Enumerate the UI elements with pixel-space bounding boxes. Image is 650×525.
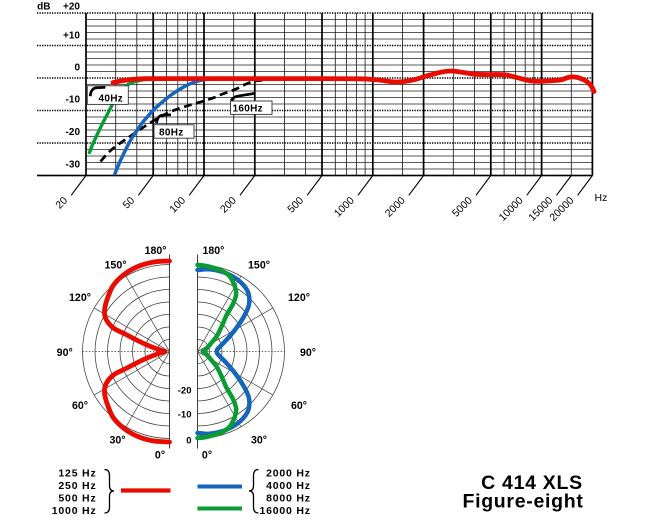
svg-text:90°: 90° — [57, 347, 73, 359]
svg-text:2000 Hz: 2000 Hz — [266, 468, 311, 480]
svg-text:-20: -20 — [66, 127, 81, 138]
svg-text:dB: dB — [37, 2, 50, 13]
svg-text:-20: -20 — [178, 386, 192, 397]
svg-text:125 Hz: 125 Hz — [58, 468, 96, 480]
svg-text:160Hz: 160Hz — [233, 104, 263, 115]
svg-text:1000 Hz: 1000 Hz — [52, 505, 97, 517]
svg-text:-30: -30 — [66, 160, 81, 171]
svg-text:8000 Hz: 8000 Hz — [266, 493, 311, 505]
svg-text:-10: -10 — [66, 95, 81, 106]
svg-text:90°: 90° — [300, 347, 316, 359]
svg-text:C 414 XLS: C 414 XLS — [481, 472, 583, 494]
svg-text:30°: 30° — [251, 435, 267, 447]
svg-text:120°: 120° — [69, 292, 91, 304]
svg-text:Hz: Hz — [595, 192, 608, 204]
svg-text:180°: 180° — [145, 245, 167, 257]
svg-text:30°: 30° — [109, 435, 125, 447]
svg-text:60°: 60° — [72, 400, 88, 412]
svg-text:150°: 150° — [105, 259, 127, 271]
svg-text:0°: 0° — [202, 450, 212, 462]
svg-text:16000 Hz: 16000 Hz — [259, 505, 310, 517]
svg-text:4000 Hz: 4000 Hz — [266, 480, 311, 492]
svg-text:180°: 180° — [203, 245, 225, 257]
svg-text:-10: -10 — [178, 410, 192, 421]
svg-text:Figure-eight: Figure-eight — [462, 491, 583, 513]
svg-text:0: 0 — [186, 436, 191, 447]
svg-text:+10: +10 — [63, 31, 80, 42]
svg-text:500 Hz: 500 Hz — [58, 493, 96, 505]
svg-text:40Hz: 40Hz — [99, 94, 124, 105]
svg-text:60°: 60° — [291, 400, 307, 412]
svg-text:0°: 0° — [155, 450, 165, 462]
svg-text:0: 0 — [74, 63, 80, 74]
svg-text:250 Hz: 250 Hz — [58, 480, 96, 492]
svg-text:+20: +20 — [63, 2, 80, 13]
svg-text:120°: 120° — [288, 292, 310, 304]
svg-text:150°: 150° — [248, 259, 270, 271]
svg-text:80Hz: 80Hz — [159, 127, 184, 138]
